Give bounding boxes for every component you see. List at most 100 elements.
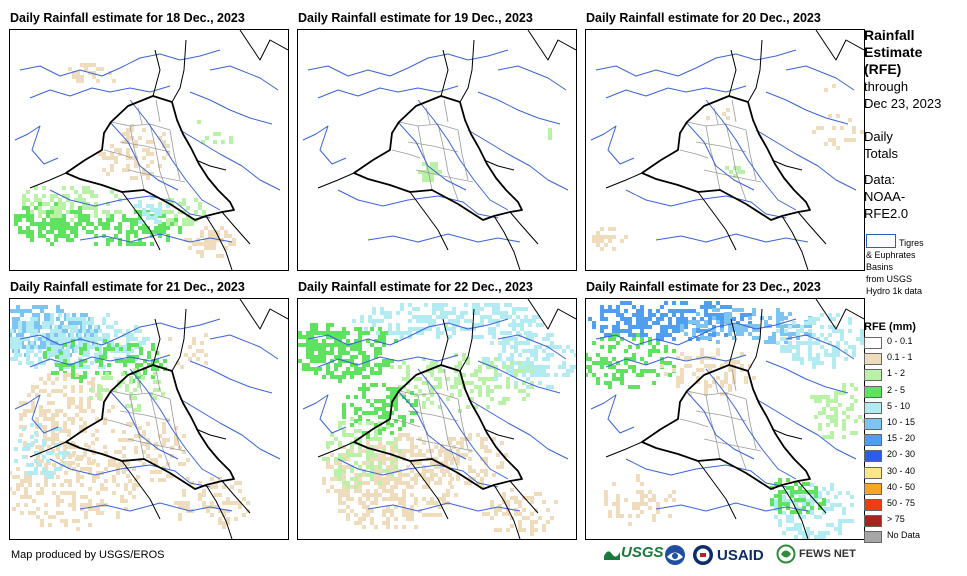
rainfall-cell	[830, 487, 834, 491]
rainfall-cell	[354, 489, 358, 493]
rainfall-cell	[55, 409, 59, 413]
basin-boundary	[29, 85, 171, 99]
basin-boundary	[595, 318, 797, 346]
rainfall-cell	[486, 365, 490, 369]
rainfall-cell	[366, 355, 370, 359]
rainfall-cell	[310, 359, 314, 363]
rainfall-cell	[510, 365, 514, 369]
rainfall-cell	[802, 490, 806, 494]
rainfall-cell	[342, 501, 346, 505]
rainfall-cell	[71, 397, 75, 401]
rfe-swatch-label: 30 - 40	[887, 465, 916, 476]
rainfall-cell	[51, 413, 55, 417]
rainfall-cell	[43, 433, 47, 437]
rainfall-cell	[30, 210, 34, 214]
rainfall-cell	[732, 317, 736, 321]
rainfall-cell	[114, 349, 118, 353]
rainfall-cell	[422, 401, 426, 405]
rainfall-cell	[28, 495, 32, 499]
rainfall-cell	[89, 396, 93, 400]
rainfall-cell	[298, 343, 302, 347]
rainfall-cell	[382, 509, 386, 513]
rainfall-cell	[510, 357, 514, 361]
rainfall-cell	[126, 337, 130, 341]
rainfall-cell	[314, 343, 318, 347]
rainfall-cell	[338, 453, 342, 457]
rainfall-cell	[192, 242, 196, 246]
rainfall-cell	[306, 339, 310, 343]
rainfall-cell	[42, 234, 46, 238]
rainfall-cell	[51, 389, 55, 393]
rainfall-cell	[786, 486, 790, 490]
rainfall-cell	[838, 523, 842, 527]
rainfall-cell	[436, 315, 440, 319]
rainfall-cell	[486, 389, 490, 393]
rainfall-cell	[334, 457, 338, 461]
rainfall-cell	[38, 198, 42, 202]
rainfall-cell	[422, 357, 426, 361]
rainfall-cell	[166, 438, 170, 442]
rainfall-cell	[38, 349, 42, 353]
admin-boundary	[705, 125, 721, 191]
rainfall-cell	[818, 491, 822, 495]
rainfall-cell	[382, 521, 386, 525]
rainfall-cell	[204, 238, 208, 242]
rainfall-cell	[111, 405, 115, 409]
rainfall-cell	[534, 365, 538, 369]
rainfall-cell	[350, 465, 354, 469]
rainfall-cell	[154, 216, 158, 220]
rainfall-cell	[67, 397, 71, 401]
rainfall-cell	[126, 329, 130, 333]
rainfall-cell	[546, 508, 550, 512]
rainfall-cell	[34, 206, 38, 210]
rainfall-cell	[26, 234, 30, 238]
basin-boundary	[397, 121, 467, 191]
rainfall-cell	[550, 333, 554, 337]
rainfall-cell	[34, 194, 38, 198]
rainfall-cell	[492, 335, 496, 339]
rainfall-cell	[438, 497, 442, 501]
rainfall-cell	[378, 425, 382, 429]
rainfall-cell	[366, 421, 370, 425]
rainfall-cell	[158, 226, 162, 230]
rainfall-cell	[488, 331, 492, 335]
rainfall-cell	[112, 491, 116, 495]
rainfall-cell	[430, 401, 434, 405]
rainfall-cell	[824, 337, 828, 341]
rainfall-cell	[604, 381, 608, 385]
rainfall-cell	[354, 355, 358, 359]
rainfall-cell	[46, 471, 50, 475]
rainfall-cell	[612, 337, 616, 341]
rainfall-cell	[382, 335, 386, 339]
rainfall-cell	[142, 430, 146, 434]
rainfall-cell	[828, 114, 832, 118]
map-svg-1	[14, 30, 288, 270]
rainfall-cell	[63, 413, 67, 417]
rainfall-cell	[812, 130, 816, 134]
rainfall-cell	[118, 148, 122, 152]
rainfall-cell	[52, 483, 56, 487]
rainfall-cell	[38, 214, 42, 218]
rainfall-cell	[98, 329, 102, 333]
rainfall-cell	[794, 527, 798, 531]
rainfall-cell	[72, 499, 76, 503]
rainfall-cell	[704, 320, 708, 324]
basin-boundary	[109, 121, 179, 191]
rainfall-cell	[374, 493, 378, 497]
rainfall-cell	[42, 467, 46, 471]
rainfall-cell	[704, 384, 708, 388]
rainfall-cell	[462, 357, 466, 361]
rainfall-cell	[434, 385, 438, 389]
rainfall-cell	[30, 435, 34, 439]
rainfall-cell	[186, 206, 190, 210]
rainfall-cell	[700, 360, 704, 364]
rainfall-cell	[362, 525, 366, 529]
rainfall-cell	[36, 313, 40, 317]
rainfall-cell	[378, 445, 382, 449]
rainfall-cell	[424, 303, 428, 307]
rainfall-cell	[112, 459, 116, 463]
rainfall-cell	[444, 303, 448, 307]
rainfall-cell	[680, 352, 684, 356]
rainfall-cell	[774, 515, 778, 519]
rainfall-cell	[378, 485, 382, 489]
